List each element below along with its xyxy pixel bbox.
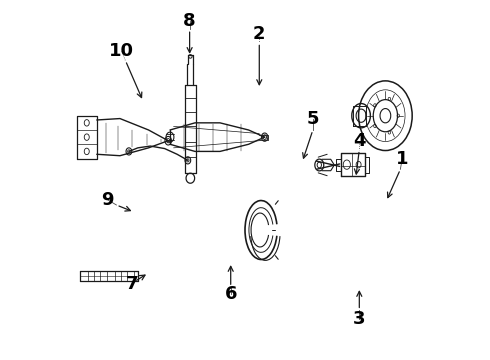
Text: 6: 6 [224,285,237,303]
Text: 3: 3 [353,310,366,328]
Text: 2: 2 [253,24,266,42]
Text: 10: 10 [109,42,134,60]
Text: 9: 9 [101,191,114,209]
Text: 5: 5 [307,110,319,128]
Text: 7: 7 [126,275,139,293]
Text: 1: 1 [396,149,409,167]
Text: 8: 8 [183,12,196,30]
Text: 4: 4 [353,132,366,150]
